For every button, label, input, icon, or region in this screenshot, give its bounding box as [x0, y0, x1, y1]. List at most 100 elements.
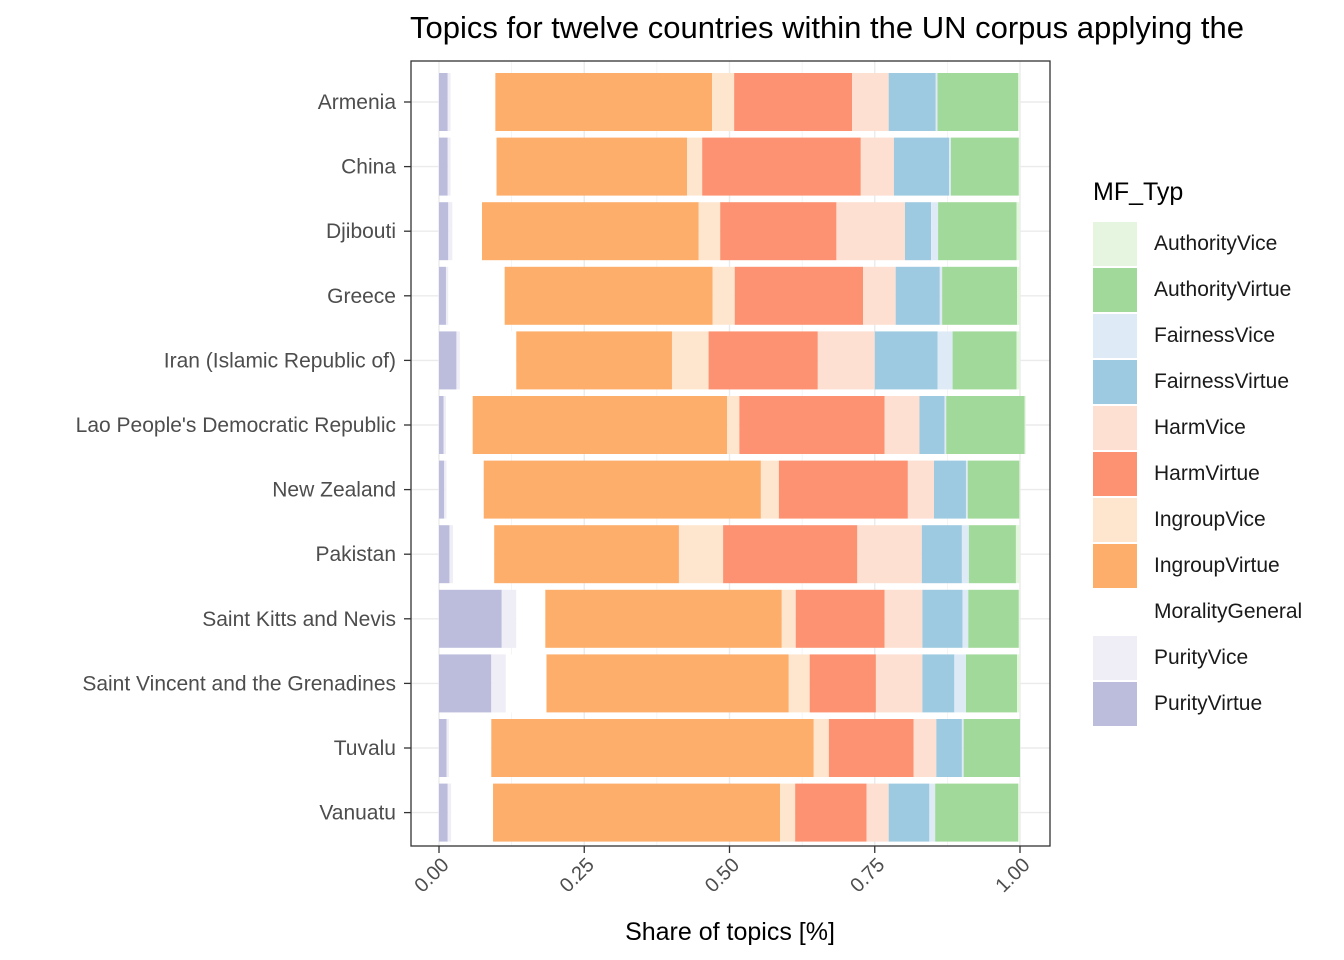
bar-segment-fairnessvice — [954, 654, 966, 713]
bar-segment-harmvice — [857, 525, 922, 584]
bar-segment-purityvirtue — [439, 73, 448, 131]
legend-label: HarmVirtue — [1154, 462, 1260, 485]
legend-key-swatch — [1093, 406, 1137, 450]
bar-segment-ingroupvice — [813, 719, 829, 777]
bar-segment-harmvirtue — [734, 73, 853, 131]
legend-label: HarmVice — [1154, 416, 1246, 439]
bar-segment-harmvice — [866, 783, 889, 842]
bar-segment-authorityvice — [1019, 460, 1020, 519]
bar-segment-harmvirtue — [809, 654, 876, 713]
bar-segment-ingroupvirtue — [494, 525, 679, 584]
bar-segment-purityvirtue — [439, 396, 444, 454]
legend-key-swatch — [1093, 268, 1137, 312]
bar-segment-authorityvice — [1017, 266, 1020, 325]
y-tick-label: China — [341, 156, 396, 179]
legend: MF_Typ AuthorityVice AuthorityVirtue Fairn… — [1093, 178, 1302, 727]
bars-layer — [439, 73, 1026, 842]
bar-segment-fairnessvirtue — [936, 719, 962, 777]
bar-segment-ingroupvirtue — [496, 137, 688, 196]
bar-segment-authorityvice — [1015, 525, 1020, 584]
x-tick-label: 0.00 — [410, 854, 453, 897]
bar-segment-ingroupvirtue — [495, 73, 713, 131]
bar-segment-harmvirtue — [702, 137, 861, 196]
legend-label: PurityVice — [1154, 646, 1249, 669]
stacked-bar-chart: Armenia China Djibouti Greece Iran (Islamic … — [76, 60, 1051, 946]
x-tick-label: 0.25 — [556, 854, 599, 897]
legend-item: HarmVice — [1093, 405, 1302, 451]
bar-segment-harmvice — [875, 654, 923, 713]
legend-item: IngroupVice — [1093, 497, 1302, 543]
bar-segment-authorityvirtue — [968, 525, 1016, 584]
legend-label: FairnessVice — [1154, 324, 1275, 347]
bar-segment-fairnessvirtue — [921, 525, 962, 584]
bar-segment-purityvice — [491, 654, 506, 713]
bar-segment-fairnessvirtue — [874, 331, 938, 390]
bar-segment-fairnessvirtue — [922, 589, 963, 648]
legend-key-swatch — [1093, 682, 1137, 726]
bar-segment-moralitygeneral — [452, 525, 495, 584]
bar-segment-authorityvirtue — [937, 73, 1019, 131]
legend-item: MoralityGeneral — [1093, 589, 1302, 635]
bar-segment-ingroupvice — [727, 396, 740, 454]
bar-segment-ingroupvice — [712, 266, 735, 325]
bar-segment-ingroupvice — [698, 202, 721, 261]
bar-segment-authorityvirtue — [938, 202, 1017, 261]
bar-segment-ingroupvice — [788, 654, 810, 713]
legend-item: IngroupVirtue — [1093, 543, 1302, 589]
bar-segment-purityvirtue — [439, 783, 448, 842]
legend-key-swatch — [1093, 222, 1137, 266]
bar-segment-ingroupvice — [712, 73, 735, 131]
bar-segment-purityvirtue — [439, 589, 502, 648]
legend-key-swatch — [1093, 590, 1137, 634]
bar-segment-authorityvice — [1018, 73, 1020, 131]
legend-title: MF_Typ — [1093, 178, 1184, 206]
y-axis: Armenia China Djibouti Greece Iran (Islamic … — [76, 91, 411, 825]
bar-segment-purityvice — [447, 137, 451, 196]
legend-items: AuthorityVice AuthorityVirtue FairnessVice… — [1093, 221, 1302, 727]
bar-segment-moralitygeneral — [450, 73, 496, 131]
y-tick-label: New Zealand — [272, 479, 396, 502]
bar-segment-purityvice — [447, 783, 452, 842]
bar-segment-authorityvirtue — [950, 137, 1019, 196]
bar-segment-fairnessvirtue — [904, 202, 932, 261]
bar-segment-ingroupvice — [781, 589, 796, 648]
bar-segment-fairnessvirtue — [934, 460, 966, 519]
bar-segment-fairnessvirtue — [893, 137, 950, 196]
bar-segment-fairnessvice — [935, 73, 938, 131]
bar-segment-fairnessvice — [961, 525, 969, 584]
bar-segment-authorityvirtue — [965, 654, 1018, 713]
bar-segment-harmvice — [836, 202, 905, 261]
bar-segment-fairnessvice — [929, 783, 936, 842]
y-tick-label: Iran (Islamic Republic of) — [164, 349, 396, 372]
x-tick-label: 1.00 — [991, 854, 1034, 897]
bar-segment-purityvice — [448, 202, 453, 261]
bar-segment-purityvice — [443, 396, 446, 454]
y-tick-label: Greece — [327, 285, 396, 308]
legend-label: IngroupVirtue — [1154, 554, 1280, 577]
y-tick-label: Saint Kitts and Nevis — [202, 608, 396, 631]
bar-segment-fairnessvice — [937, 331, 953, 390]
bar-segment-ingroupvirtue — [491, 719, 814, 777]
bar-segment-ingroupvice — [678, 525, 724, 584]
legend-label: AuthorityVice — [1154, 232, 1278, 255]
bar-segment-moralitygeneral — [448, 266, 505, 325]
bar-segment-ingroupvirtue — [545, 589, 782, 648]
bar-segment-authorityvirtue — [952, 331, 1017, 390]
bar-segment-ingroupvirtue — [546, 654, 789, 713]
bar-segment-ingroupvice — [687, 137, 703, 196]
legend-item: PurityVice — [1093, 635, 1302, 681]
bar-segment-authorityvice — [1016, 202, 1020, 261]
bar-segment-purityvirtue — [439, 460, 445, 519]
bar-segment-moralitygeneral — [450, 137, 497, 196]
bar-segment-purityvirtue — [439, 719, 447, 777]
chart-title: Topics for twelve countries within the U… — [410, 10, 1244, 45]
bar-segment-harmvirtue — [720, 202, 837, 261]
bar-segment-ingroupvirtue — [483, 460, 761, 519]
bar-segment-purityvice — [444, 460, 447, 519]
bar-segment-authorityvice — [1017, 654, 1020, 713]
y-tick-label: Vanuatu — [319, 802, 396, 825]
legend-key-swatch — [1093, 636, 1137, 680]
bar-segment-fairnessvice — [944, 396, 947, 454]
legend-label: MoralityGeneral — [1154, 600, 1303, 623]
bar-segment-harmvirtue — [795, 589, 885, 648]
